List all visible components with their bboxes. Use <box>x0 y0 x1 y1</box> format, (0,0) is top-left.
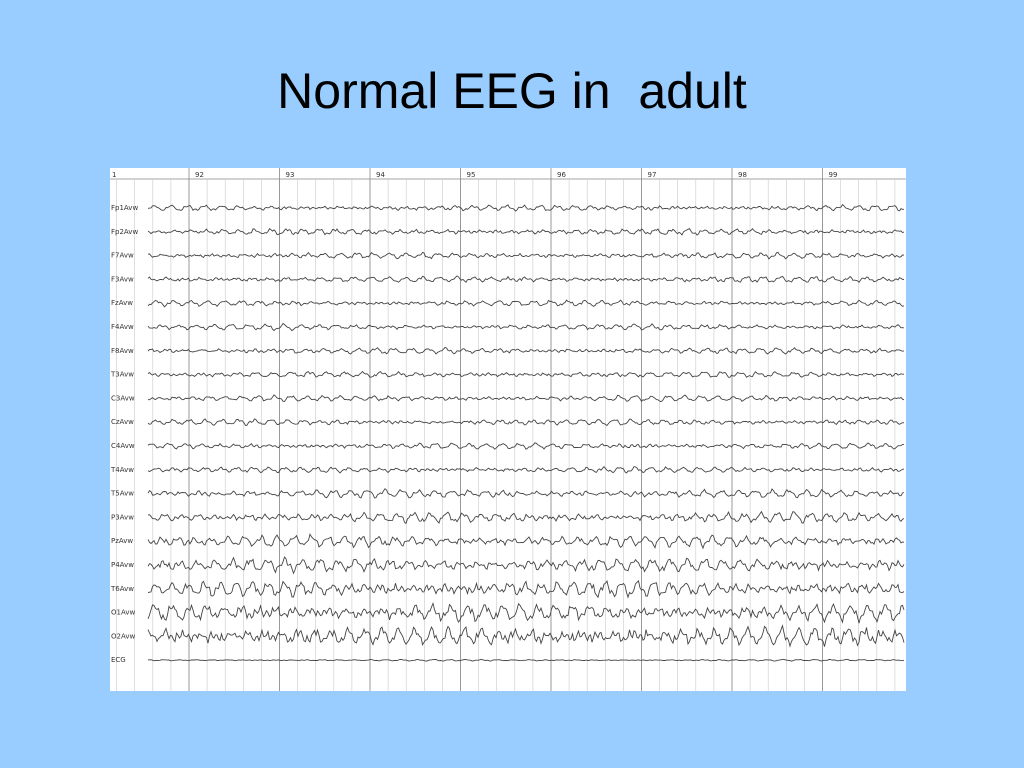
eeg-trace <box>147 624 905 648</box>
channel-label: Fp2Avw <box>111 228 138 236</box>
channel-label: T3Avw <box>110 371 134 379</box>
channel-label: P4Avw <box>111 561 134 569</box>
eeg-trace <box>147 601 905 624</box>
eeg-trace <box>147 275 905 284</box>
eeg-trace <box>147 556 905 575</box>
second-label: 95 <box>467 171 476 179</box>
channel-label: ECG <box>111 656 126 664</box>
channel-label: F8Avw <box>111 347 134 355</box>
eeg-trace <box>147 418 905 427</box>
eeg-trace <box>147 346 905 355</box>
eeg-trace <box>147 203 904 212</box>
second-label: 94 <box>376 171 385 179</box>
eeg-trace <box>147 442 905 450</box>
channel-label: C4Avw <box>111 442 135 450</box>
channel-label: O1Avw <box>111 609 135 617</box>
channel-label: F3Avw <box>111 275 134 283</box>
eeg-trace <box>147 370 904 378</box>
channel-label: T4Avw <box>110 466 134 474</box>
eeg-trace <box>147 394 905 403</box>
channel-label: C3Avw <box>111 394 135 402</box>
eeg-trace <box>147 251 905 260</box>
channel-label: P3Avw <box>111 513 134 521</box>
page-marker: 1 <box>112 171 116 179</box>
channel-label: O2Avw <box>111 632 135 640</box>
channel-label: Fp1Avw <box>111 204 138 212</box>
eeg-trace <box>147 322 905 332</box>
channel-label: CzAvw <box>111 418 134 426</box>
eeg-trace <box>147 488 905 499</box>
channel-label: T6Avw <box>110 585 134 593</box>
eeg-trace <box>147 510 905 525</box>
channel-label: T5Avw <box>110 490 134 498</box>
eeg-recording: 92 93 94 95 96 97 98 99 1 Fp1Avw Fp2Avw F7Avw F3Avw F… <box>110 168 906 691</box>
eeg-trace <box>147 658 905 662</box>
eeg-trace <box>147 299 905 308</box>
second-label: 98 <box>738 171 747 179</box>
eeg-traces: 92 93 94 95 96 97 98 99 1 Fp1Avw Fp2Avw F7Avw F3Avw F… <box>110 168 906 691</box>
eeg-trace <box>147 466 905 474</box>
eeg-trace <box>147 580 905 599</box>
second-label: 97 <box>648 171 657 179</box>
eeg-trace <box>147 533 905 550</box>
channel-label: F4Avw <box>111 323 134 331</box>
second-label: 96 <box>557 171 566 179</box>
channel-label: PzAvw <box>111 537 133 545</box>
channel-label: F7Avw <box>111 252 134 260</box>
slide-title: Normal EEG in adult <box>277 63 747 119</box>
channel-label: FzAvw <box>111 299 133 307</box>
second-label: 92 <box>195 171 204 179</box>
eeg-trace <box>147 227 905 236</box>
second-label: 93 <box>286 171 295 179</box>
second-label: 99 <box>829 171 838 179</box>
